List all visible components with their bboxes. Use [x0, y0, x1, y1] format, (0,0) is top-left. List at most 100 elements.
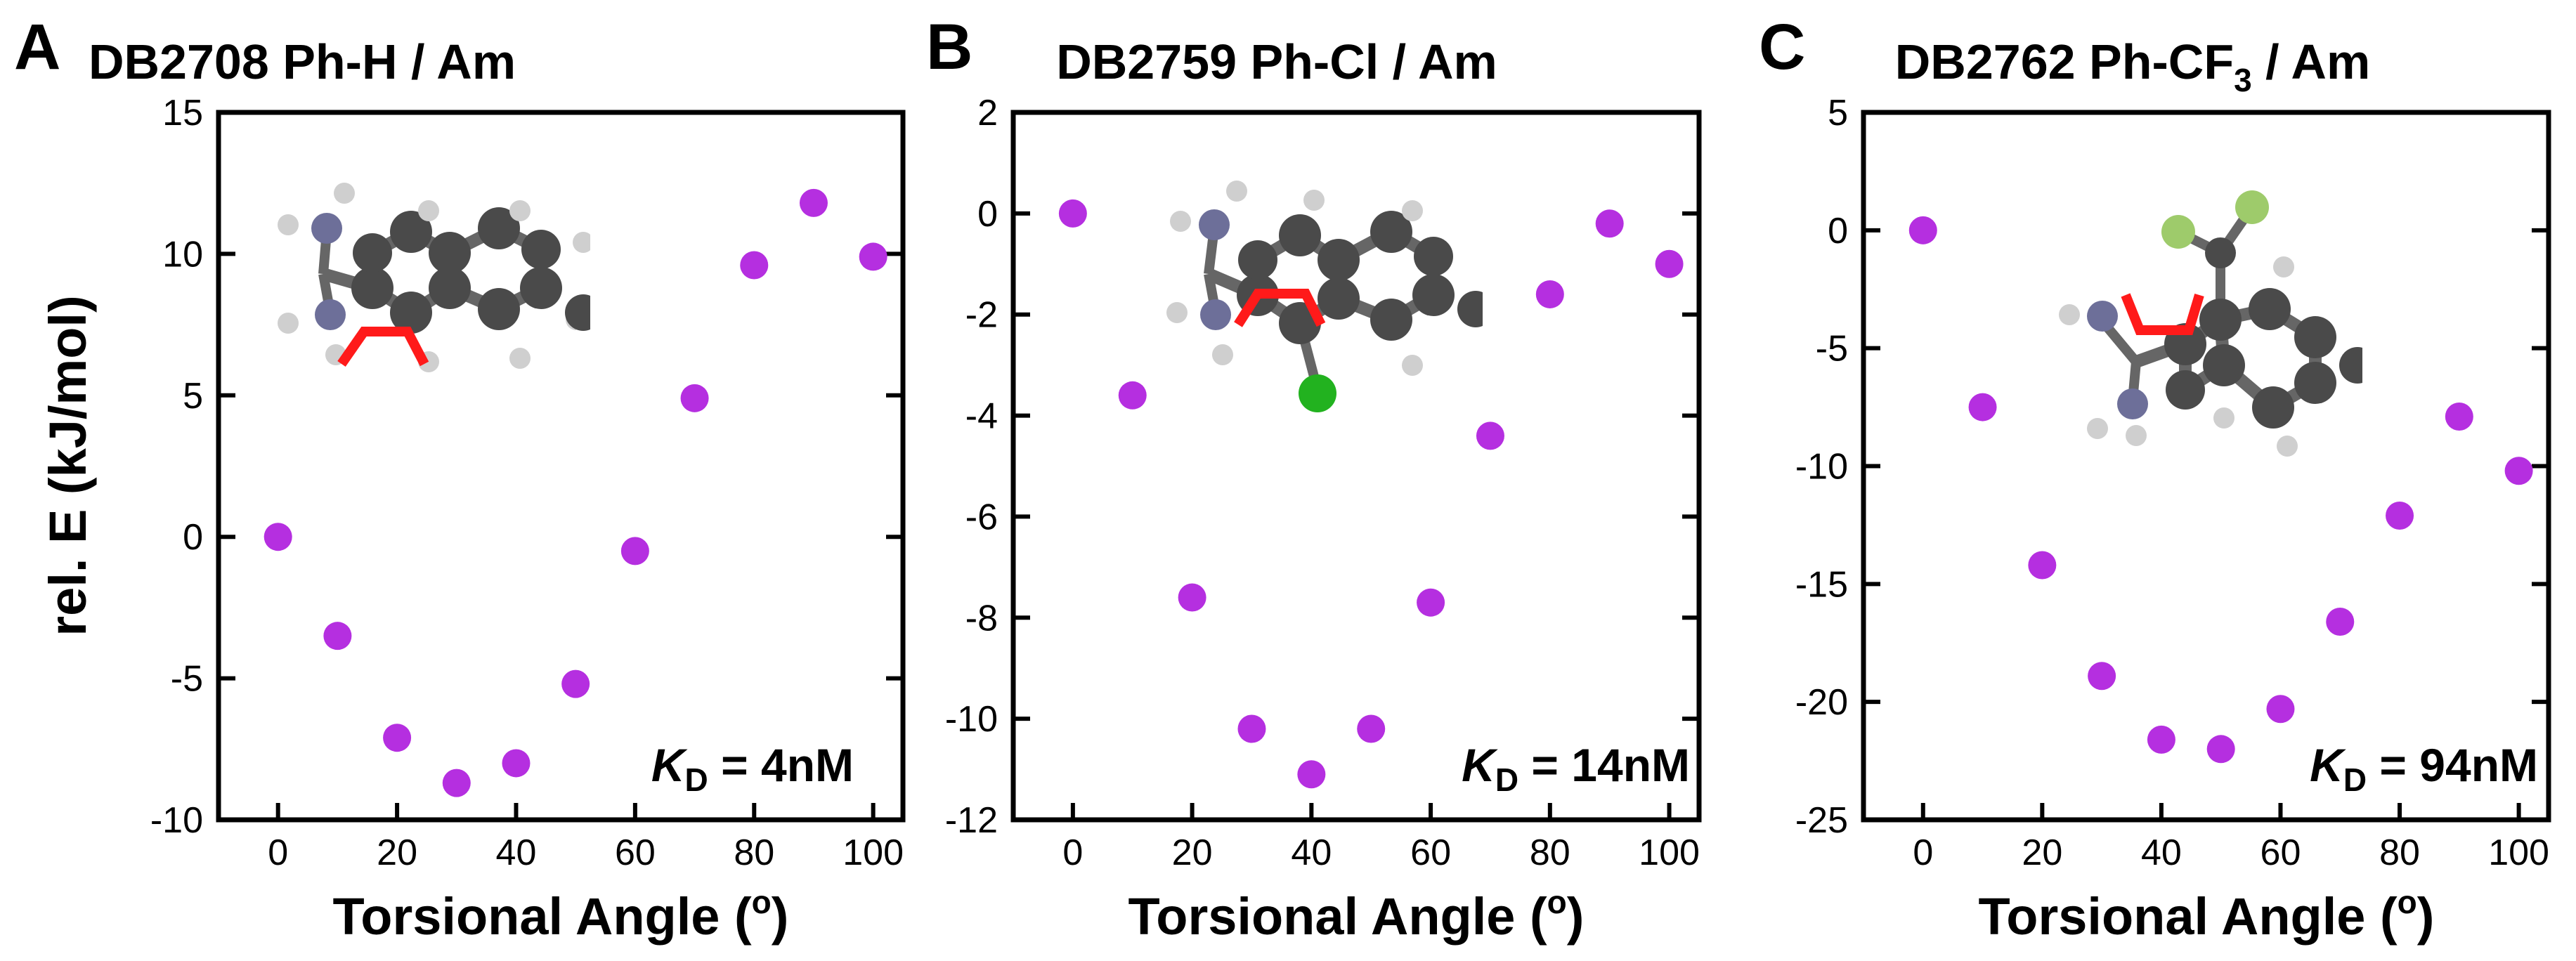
data-point-c-4 — [2147, 725, 2175, 754]
data-point-b-4 — [1297, 760, 1326, 789]
kd-a-symbol: K — [651, 739, 688, 791]
data-point-a-1 — [323, 622, 352, 651]
y-axis-label-a: rel. E (kJ/mol) — [39, 295, 97, 636]
data-point-c-3 — [2088, 662, 2116, 691]
y-tick-label-c: -5 — [1816, 329, 1848, 370]
data-point-b-6 — [1417, 588, 1445, 617]
data-point-b-2 — [1178, 583, 1206, 612]
x-axis-label-b-sup: o — [1547, 884, 1567, 920]
y-tick-label-a: 0 — [183, 517, 203, 558]
y-tick-label-c: 5 — [1828, 93, 1848, 133]
data-point-b-1 — [1118, 381, 1147, 410]
x-tick-label-b: 0 — [1062, 832, 1083, 873]
data-point-c-6 — [2266, 695, 2295, 724]
y-tick-label-c: 0 — [1828, 211, 1848, 251]
x-tick-label-a: 100 — [843, 832, 904, 873]
x-tick-label-b: 80 — [1530, 832, 1570, 873]
data-point-a-3 — [442, 769, 471, 797]
kd-c-sub: D — [2343, 761, 2367, 798]
y-tick-label-a: -10 — [150, 800, 203, 841]
molecule-structure-icon — [278, 183, 611, 372]
x-axis-label-b-close: ) — [1567, 887, 1585, 946]
molecule-structure-icon — [2059, 190, 2383, 457]
data-point-a-10 — [859, 242, 887, 271]
plot-frame-b — [1010, 110, 1702, 823]
molecule-structure-icon — [1166, 181, 1504, 412]
data-point-a-8 — [740, 251, 769, 280]
panel-c: C DB2762 Ph-CF3 / Am Torsional Angle (o)… — [1759, 11, 2551, 946]
ticks-a: 0 20 40 60 80 100 -10 -5 0 5 10 15 — [150, 93, 904, 873]
x-tick-label-c: 20 — [2022, 832, 2062, 873]
y-tick-label-b: -6 — [965, 497, 998, 537]
data-point-a-0 — [264, 523, 292, 551]
kd-b-value: = 14nM — [1518, 739, 1690, 791]
y-tick-label-b: -2 — [965, 295, 998, 336]
x-axis-label-a-text: Torsional Angle ( — [333, 887, 752, 946]
panel-letter-c: C — [1759, 11, 1805, 83]
y-tick-label-b: 0 — [977, 194, 998, 235]
x-tick-label-c: 100 — [2488, 832, 2549, 873]
data-point-a-4 — [502, 749, 531, 778]
x-tick-label-a: 60 — [615, 832, 656, 873]
data-point-b-8 — [1535, 280, 1564, 308]
chart-title-b: DB2759 Ph-Cl / Am — [1056, 34, 1497, 89]
data-point-a-2 — [383, 724, 412, 752]
points-a — [264, 188, 887, 797]
data-point-b-0 — [1058, 199, 1087, 228]
y-tick-label-a: 10 — [162, 234, 203, 275]
y-tick-label-a: -5 — [171, 659, 203, 700]
ticks-b: 0 20 40 60 80 100 -12 -10 -8 -6 -4 -2 0 2 — [945, 93, 1700, 873]
data-point-b-10 — [1655, 249, 1684, 278]
kd-a-value: = 4nM — [708, 739, 854, 791]
y-tick-label-b: -10 — [945, 699, 998, 740]
x-tick-label-a: 0 — [268, 832, 288, 873]
y-tick-label-b: -8 — [965, 598, 998, 639]
chart-title-c-text: DB2762 Ph-CF — [1895, 34, 2234, 89]
data-point-a-6 — [620, 537, 649, 566]
x-axis-label-c-sup: o — [2398, 884, 2417, 920]
chart-title-c-tail: / Am — [2252, 34, 2371, 89]
kd-annotation-a: KD = 4nM — [651, 739, 854, 798]
data-point-c-9 — [2445, 403, 2473, 431]
chart-title-c: DB2762 Ph-CF3 / Am — [1895, 34, 2370, 98]
data-point-a-9 — [799, 188, 828, 217]
y-tick-label-b: -12 — [945, 800, 998, 841]
kd-a-sub: D — [685, 761, 708, 798]
x-tick-label-c: 60 — [2260, 832, 2301, 873]
data-point-a-7 — [680, 384, 709, 412]
x-axis-label-c-text: Torsional Angle ( — [1979, 887, 2398, 946]
y-tick-label-c: -15 — [1795, 564, 1848, 605]
data-point-c-7 — [2326, 608, 2355, 636]
y-tick-label-c: -25 — [1795, 800, 1848, 841]
x-tick-label-b: 20 — [1172, 832, 1213, 873]
data-point-c-8 — [2386, 501, 2414, 530]
x-axis-label-a-close: ) — [772, 887, 789, 946]
data-point-b-9 — [1595, 209, 1624, 238]
x-tick-label-c: 80 — [2379, 832, 2420, 873]
panel-b: B DB2759 Ph-Cl / Am Torsional Angle (o) … — [926, 11, 1702, 946]
points-b — [1058, 199, 1684, 789]
ticks-c: 0 20 40 60 80 100 -25 -20 -15 -10 -5 0 5 — [1795, 93, 2549, 873]
x-tick-label-c: 40 — [2141, 832, 2182, 873]
panel-letter-a: A — [14, 11, 60, 83]
data-point-c-1 — [1968, 393, 1997, 421]
x-tick-label-b: 40 — [1291, 832, 1332, 873]
x-tick-label-a: 40 — [496, 832, 537, 873]
data-point-b-5 — [1357, 714, 1386, 743]
x-tick-label-b: 60 — [1410, 832, 1451, 873]
y-tick-label-c: -10 — [1795, 447, 1848, 488]
x-tick-label-a: 20 — [377, 832, 417, 873]
x-axis-label-b-text: Torsional Angle ( — [1128, 887, 1547, 946]
data-point-c-0 — [1908, 216, 1937, 244]
kd-c-symbol: K — [2310, 739, 2346, 791]
data-point-c-10 — [2504, 457, 2533, 485]
x-axis-label-c: Torsional Angle (o) — [1979, 884, 2435, 946]
chart-title-b-text: DB2759 Ph-Cl / Am — [1056, 34, 1497, 89]
kd-c-value: = 94nM — [2367, 739, 2538, 791]
data-point-b-7 — [1476, 421, 1504, 450]
x-tick-label-b: 100 — [1639, 832, 1700, 873]
data-point-c-2 — [2028, 551, 2057, 580]
x-axis-label-a-sup: o — [752, 884, 772, 920]
chart-title-a-text: DB2708 Ph-H / Am — [89, 34, 516, 89]
panel-letter-b: B — [926, 11, 972, 83]
